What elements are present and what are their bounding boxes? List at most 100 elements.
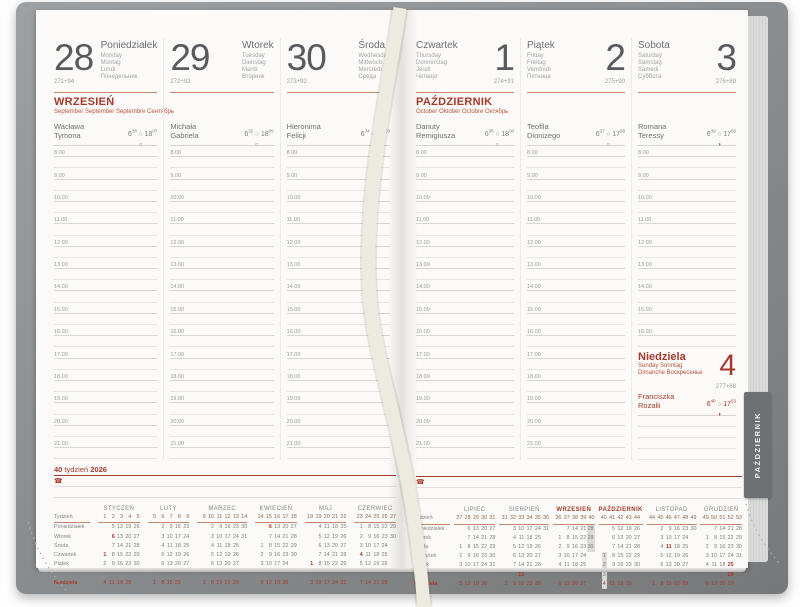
minical-date: 23 [125,561,132,568]
minical-date: 3 [660,534,664,541]
minical-date: 27 [727,580,734,587]
hour-label: 20.00 [286,418,301,425]
minical-date: 27 [232,561,239,568]
minical-dates-row: 7 14 21 28 [454,534,496,543]
minical-dates-row: 4 11 18 25 [553,561,594,570]
half-hour-slot [416,269,514,281]
minical-date: 27 [290,524,297,531]
minical-date: 14 [274,533,281,540]
minical-date: 11 [665,543,672,550]
hour-slot: 15.00 [416,303,514,314]
minical-date: 13 [365,570,372,577]
hour-slot: 11.00 [638,213,736,225]
minical-date: 11 [167,542,173,549]
minical-date: 6 [359,570,363,577]
hour-label: 14.00 [527,284,541,291]
minical-dates-row: 4 11 18 25 [454,571,495,580]
minical-date: 20 [673,562,680,569]
half-hour-slot [170,247,274,258]
minical-date: 27 [489,525,496,532]
minical-date: 12 [323,533,330,540]
minical-date: 25 [282,570,289,577]
week-number: 17 [282,514,289,521]
sunset-hour: 18 [501,131,509,138]
minical-dates-row: 1 8 15 22 29 [255,542,297,551]
weekday-translation: Mardi [241,67,257,73]
minical-date: 10 [665,534,672,541]
minical-date: 5 [705,571,709,578]
minical-dates-row: 4 11 18 25 [499,534,549,543]
footer-rule [416,476,742,478]
minical-month: MAJ 18 19 20 21 22 4 11 18 25 5 12 19 26 6 13 20 27 7 14 21 2… [304,506,347,588]
half-hour-slot [416,202,514,214]
sun-times: 637 ○ 1758 ○ [596,123,625,148]
moon-phase-icon: ◑ [717,412,721,419]
hour-label: 16.00 [416,329,430,336]
moon-phase-icon: ○ [495,142,499,148]
day-column-30: 30 273+92 Środa Wednesday Mittwoch Mercredi Ср… [279,38,396,460]
weekday-name: Poniedziałek [100,40,158,51]
minical-dates-row: 6 13 20 27 [599,534,643,543]
notes-line [638,427,736,439]
sunday-block: Niedziela Sunday Sonntag Dimanche Воскресе… [638,347,736,461]
minical-date: 29 [340,561,347,568]
hour-slot: 21.00 [416,437,514,449]
minical-dates-row: 7 14 21 28 [305,551,346,560]
minical-date: 25 [125,579,132,586]
minical-date: 16 [174,524,181,531]
minical-row-label: Czwartek [54,552,77,558]
minical-date: 31 [735,553,742,560]
minical-date: 12 [265,579,272,586]
hour-label: 14.00 [170,284,185,291]
hour-label: 20.00 [54,418,68,425]
minical-date: 12 [711,571,718,578]
minical-date: 9 [612,562,616,569]
minical-dates-row: 1 8 15 22 29 [354,523,396,532]
hour-slot: 17.00 [416,347,514,359]
hour-label: 19.00 [416,396,430,403]
minical-date: 28 [290,533,297,540]
minical-date: 8 [368,524,372,531]
minical-date: 22 [282,542,289,549]
hour-slot: 15.00 [527,303,625,314]
hour-grid: 8.00 9.00 10.00 11.00 12.00 13.00 14.00 15.00 16… [527,146,625,460]
sunrise-minutes: 40 [710,399,716,405]
minical-dates-row: 3 10 17 24 31 [599,570,643,580]
weekday-translations: Tuesday Dienstag Mardi Вторник [242,53,274,81]
minical-date: 19 [332,533,339,540]
day-of-year: 272+93 [170,79,191,85]
minical-date: 18 [719,562,726,569]
week-number: 32 [509,515,516,522]
minical-month-name: MARZEC [208,506,237,513]
minical-month-name: PAŹDZIERNIK [598,507,643,514]
hour-label: 8.00 [638,150,649,157]
hour-label: 10.00 [638,194,652,201]
hour-slot: 21.00 [170,437,274,449]
minical-date: 29 [586,533,595,543]
hour-slot: 15.00 [638,303,736,314]
minical-date: 26 [282,579,289,586]
hour-slot: 15.00 [170,303,274,314]
week-number: 31 [501,515,508,522]
minical-week-numbers: 49 50 51 52 53 [700,514,742,525]
sunrise-sunset: 640 ○ 1753 [707,399,736,408]
minical-date: 16 [571,543,578,550]
weekday-translation: Четверг [416,74,438,80]
half-hour-slot [416,180,514,191]
minical-month: LIPIEC 27 28 29 30 31 6 13 20 27 7 14 21 28 1 8 15 22 29 2 9… [453,507,496,589]
minical-date: 14 [518,562,525,569]
half-hour-slot [527,202,625,214]
half-hour-slot [638,157,736,169]
hour-slot: 14.00 [527,280,625,292]
nameday: Wacława [54,122,85,131]
half-hour-slot [286,247,390,258]
half-hour-slot [170,448,274,460]
minical-date: 23 [381,533,388,540]
weekday-translation: Mercredi [358,67,382,73]
minical-dates-row: 4 11 18 25 [197,542,247,551]
minical-date: 28 [381,579,388,586]
minical-date: 13 [323,542,330,549]
minical-date: 10 [265,561,272,568]
minical-date: 27 [682,562,689,569]
minical-date: 2 [310,570,314,577]
